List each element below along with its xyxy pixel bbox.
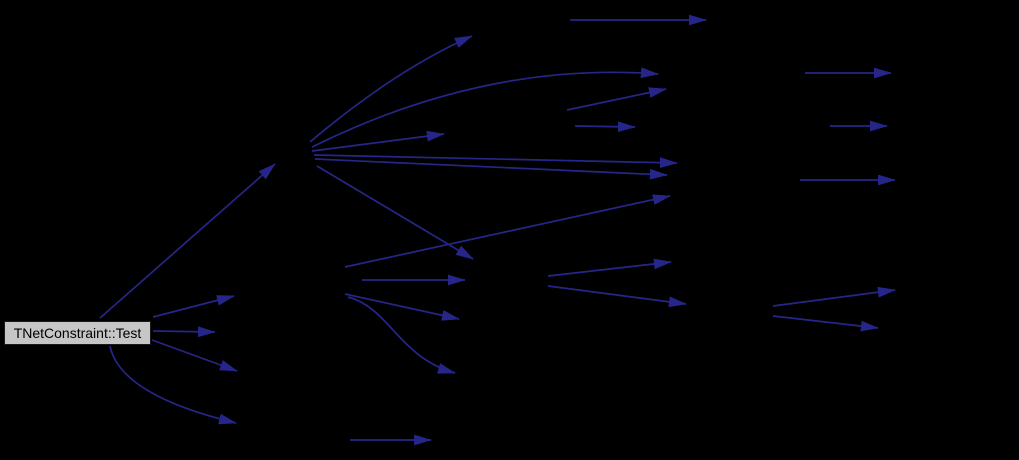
graph-edge xyxy=(314,158,668,180)
graph-edge xyxy=(109,345,237,425)
graph-edge xyxy=(151,339,238,372)
graph-edge xyxy=(347,296,456,374)
graph-edge xyxy=(311,130,445,152)
graph-node-label: TNetConstraint::Test xyxy=(13,325,142,341)
graph-edge xyxy=(311,67,659,148)
graph-edge xyxy=(152,326,216,338)
graph-edge xyxy=(344,293,460,321)
graph-edge xyxy=(566,87,667,111)
graph-edge xyxy=(344,194,671,268)
graph-edge xyxy=(99,163,276,319)
graph-edge xyxy=(547,258,672,277)
graph-edge xyxy=(152,295,235,318)
edge-layer xyxy=(99,14,896,446)
graph-edge xyxy=(313,154,678,169)
graph-node-tnetconstraint-test: TNetConstraint::Test xyxy=(4,321,151,345)
graph-edge xyxy=(547,285,687,308)
graph-edge xyxy=(772,286,896,307)
graph-edge xyxy=(316,165,474,260)
graph-edge xyxy=(772,315,879,332)
graph-edge xyxy=(309,35,473,143)
graph-edge xyxy=(574,121,636,133)
